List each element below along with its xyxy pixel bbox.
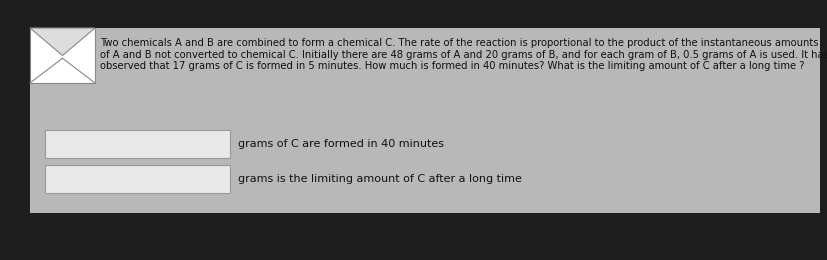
FancyBboxPatch shape bbox=[30, 28, 819, 213]
Text: grams is the limiting amount of C after a long time: grams is the limiting amount of C after … bbox=[237, 174, 521, 184]
FancyBboxPatch shape bbox=[45, 130, 230, 158]
FancyBboxPatch shape bbox=[45, 165, 230, 193]
Text: Two chemicals A and B are combined to form a chemical C. The rate of the reactio: Two chemicals A and B are combined to fo… bbox=[100, 38, 827, 71]
Text: grams of C are formed in 40 minutes: grams of C are formed in 40 minutes bbox=[237, 139, 443, 149]
Polygon shape bbox=[30, 28, 95, 55]
FancyBboxPatch shape bbox=[30, 28, 95, 83]
